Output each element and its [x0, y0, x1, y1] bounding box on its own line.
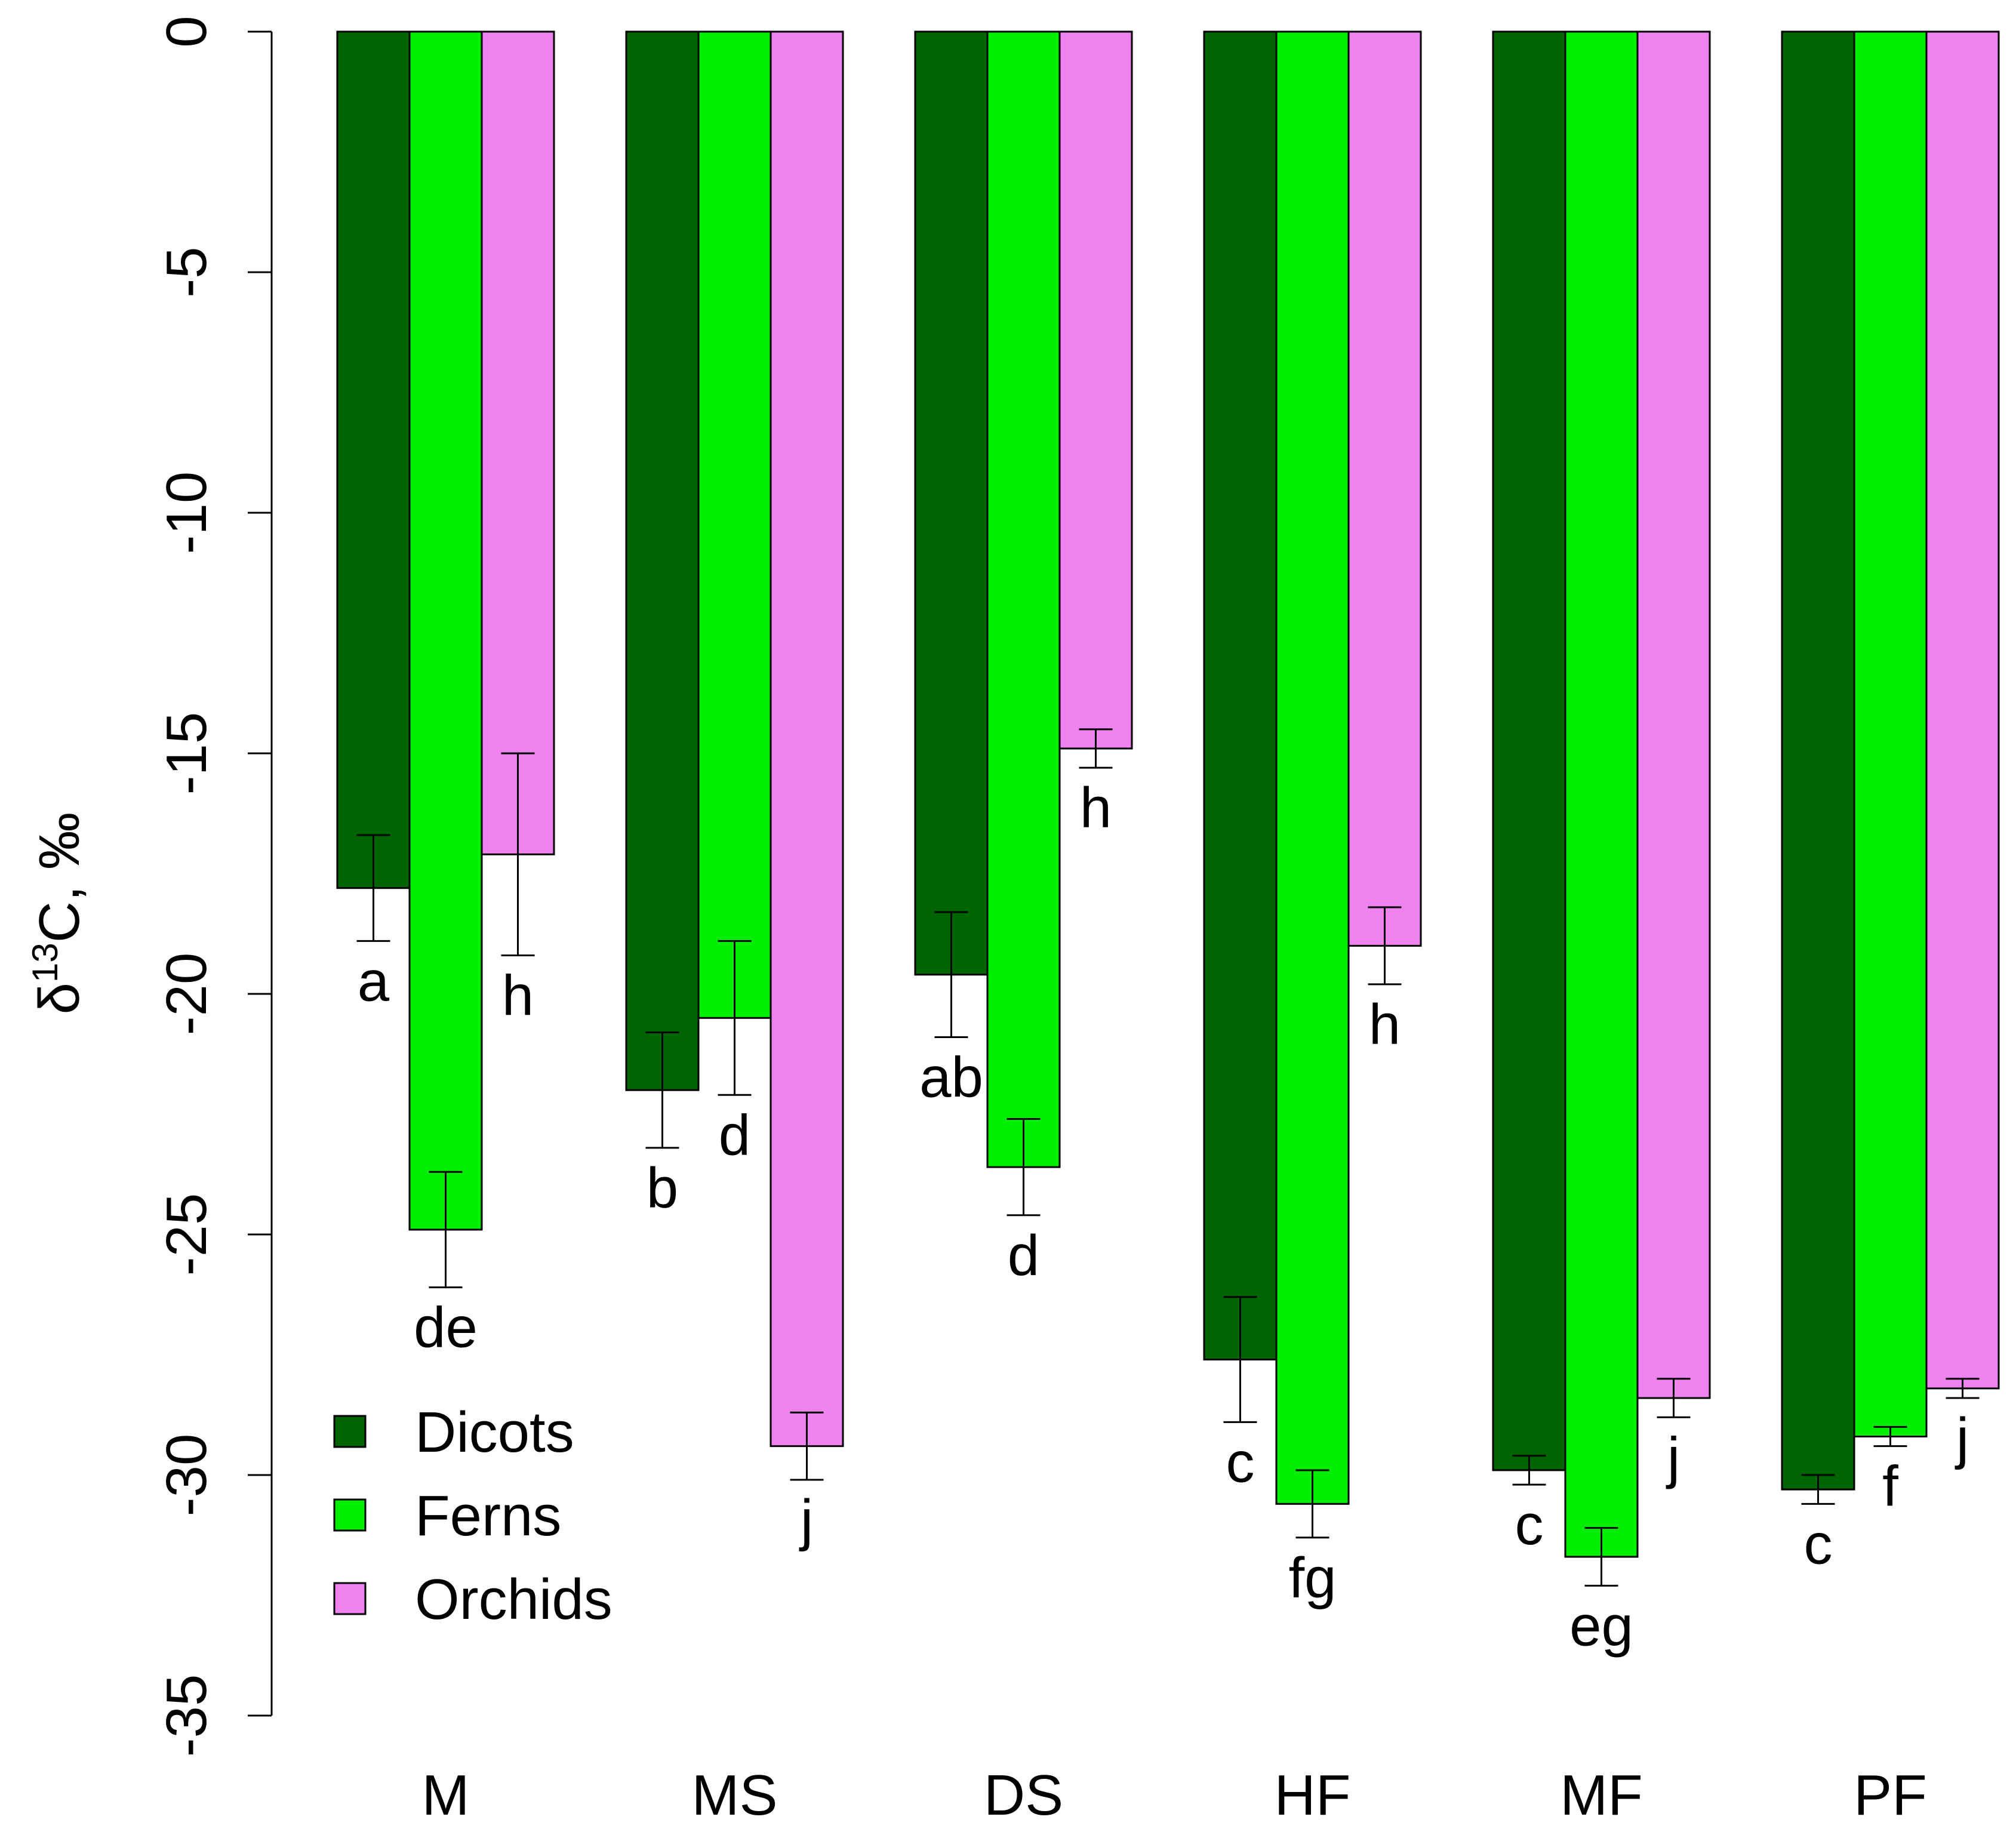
significance-letter: h	[1080, 776, 1112, 840]
significance-letter: de	[414, 1296, 478, 1360]
significance-letter: j	[799, 1488, 813, 1552]
bar-orchids-pf	[1925, 30, 2000, 1390]
y-axis-title: δ13C, ‰	[25, 812, 91, 1015]
y-axis-title-suffix: C, ‰	[27, 812, 91, 943]
significance-letter: c	[1226, 1430, 1255, 1494]
bar-ferns-ds	[986, 30, 1061, 1168]
error-bar	[356, 834, 390, 942]
x-category-label: M	[422, 1763, 470, 1827]
error-bar	[501, 752, 535, 957]
y-axis: 0 -5 -10 -15 -20 -25 -30 -35	[155, 16, 273, 1757]
error-bar	[934, 911, 968, 1039]
legend-label: Dicots	[415, 1400, 574, 1464]
significance-letter: d	[719, 1103, 750, 1167]
bar-orchids-ds	[1058, 30, 1133, 750]
significance-letter: h	[502, 964, 534, 1028]
bar-ferns-hf	[1275, 30, 1350, 1505]
legend-label: Orchids	[415, 1568, 613, 1631]
bar-ferns-mf	[1564, 30, 1639, 1558]
error-bar	[1873, 1425, 1907, 1448]
error-bar	[1801, 1474, 1835, 1505]
error-bar	[1946, 1378, 1980, 1399]
bar-orchids-m	[481, 30, 555, 855]
error-bar	[1223, 1296, 1257, 1423]
error-bar	[1368, 906, 1402, 986]
legend-label: Ferns	[415, 1484, 561, 1548]
legend-item-dicots: Dicots	[333, 1400, 574, 1464]
significance-letter: b	[647, 1156, 678, 1220]
significance-letter: c	[1804, 1512, 1833, 1576]
error-bar	[1295, 1469, 1329, 1539]
error-bars-layer	[356, 728, 1980, 1587]
y-tick-label: -10	[155, 472, 218, 555]
bar-orchids-ms	[770, 30, 844, 1448]
bar-dicots-hf	[1203, 30, 1278, 1361]
bar-dicots-pf	[1781, 30, 1855, 1491]
significance-letter: c	[1515, 1493, 1544, 1557]
error-bar	[1007, 1118, 1041, 1217]
significance-letter: f	[1882, 1455, 1898, 1519]
y-tick-label: -5	[155, 247, 218, 297]
legend-swatch	[333, 1582, 367, 1615]
x-category-label: HF	[1275, 1763, 1351, 1827]
bar-orchids-hf	[1347, 30, 1422, 947]
significance-letter: d	[1008, 1224, 1039, 1288]
error-bar	[1584, 1527, 1618, 1587]
bars-layer	[336, 30, 2000, 1558]
error-bar	[645, 1031, 679, 1149]
x-category-label: DS	[984, 1763, 1063, 1827]
bar-dicots-ms	[625, 30, 700, 1091]
significance-letter: a	[358, 949, 390, 1013]
y-tick-label: -20	[155, 953, 218, 1036]
y-tick-label: -15	[155, 712, 218, 795]
bar-orchids-mf	[1636, 30, 1711, 1399]
y-axis-title-prefix: δ	[27, 983, 91, 1014]
significance-letter: j	[1666, 1425, 1680, 1489]
error-bar	[429, 1171, 463, 1289]
error-bar	[790, 1411, 824, 1481]
x-category-label: MS	[692, 1763, 778, 1827]
bar-dicots-m	[336, 30, 411, 889]
significance-letter: h	[1369, 993, 1401, 1057]
x-axis-labels: M MS DS HF MF PF	[422, 1763, 1927, 1827]
bar-ferns-m	[408, 30, 483, 1231]
significance-letter: j	[1955, 1406, 1969, 1470]
y-tick-label: -35	[155, 1674, 218, 1757]
y-tick-label: -25	[155, 1193, 218, 1276]
legend-item-orchids: Orchids	[333, 1568, 613, 1631]
y-tick-label: -30	[155, 1434, 218, 1517]
error-bar	[1512, 1455, 1546, 1486]
bar-ferns-pf	[1853, 30, 1928, 1438]
significance-letter: eg	[1569, 1594, 1633, 1658]
error-bar	[1079, 728, 1113, 769]
error-bar	[718, 940, 752, 1096]
legend-item-ferns: Ferns	[333, 1484, 561, 1548]
bar-ferns-ms	[697, 30, 772, 1019]
x-category-label: MF	[1560, 1763, 1643, 1827]
bar-dicots-ds	[914, 30, 989, 976]
legend-swatch	[333, 1415, 367, 1448]
y-tick-label: 0	[155, 16, 218, 47]
legend: Dicots Ferns Orchids	[333, 1400, 613, 1631]
significance-letter: ab	[919, 1046, 983, 1110]
bar-dicots-mf	[1492, 30, 1566, 1471]
y-axis-title-superscript: 13	[25, 943, 65, 983]
x-category-label: PF	[1854, 1763, 1927, 1827]
significance-letter: fg	[1288, 1546, 1336, 1610]
legend-swatch	[333, 1498, 367, 1532]
error-bar	[1657, 1378, 1691, 1418]
